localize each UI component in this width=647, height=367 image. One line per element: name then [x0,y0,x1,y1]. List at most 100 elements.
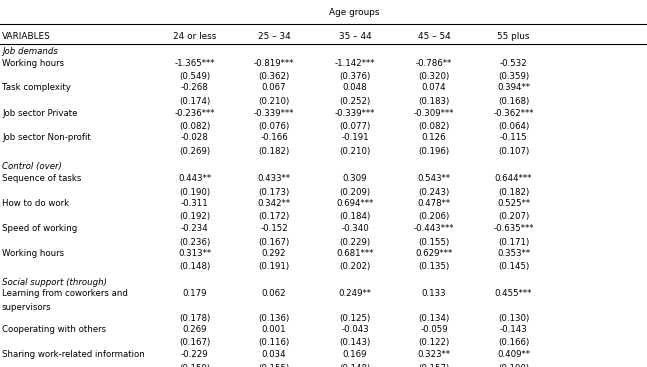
Text: 0.342**: 0.342** [258,199,291,208]
Text: (0.145): (0.145) [498,262,529,272]
Text: (0.168): (0.168) [498,97,529,106]
Text: 0.629***: 0.629*** [415,249,452,258]
Text: 0.694***: 0.694*** [336,199,373,208]
Text: -0.115: -0.115 [499,134,527,142]
Text: 0.062: 0.062 [262,290,287,298]
Text: -1.142***: -1.142*** [334,58,375,68]
Text: -0.635***: -0.635*** [493,224,534,233]
Text: 0.644***: 0.644*** [495,174,532,183]
Text: (0.136): (0.136) [258,313,290,323]
Text: (0.202): (0.202) [339,262,371,272]
Text: Working hours: Working hours [2,58,64,68]
Text: (0.269): (0.269) [179,147,210,156]
Text: (0.182): (0.182) [258,147,290,156]
Text: (0.173): (0.173) [258,188,290,196]
Text: 0.353**: 0.353** [497,249,530,258]
Text: -0.786**: -0.786** [416,58,452,68]
Text: 55 plus: 55 plus [498,32,530,41]
Text: 0.433**: 0.433** [258,174,291,183]
Text: Speed of working: Speed of working [2,224,77,233]
Text: (0.549): (0.549) [179,72,210,81]
Text: Sequence of tasks: Sequence of tasks [2,174,82,183]
Text: Job sector Private: Job sector Private [2,109,78,117]
Text: (0.143): (0.143) [339,338,371,348]
Text: 25 – 34: 25 – 34 [258,32,291,41]
Text: (0.148): (0.148) [179,262,210,272]
Text: Control (over): Control (over) [2,163,62,171]
Text: (0.159): (0.159) [179,363,210,367]
Text: 35 – 44: 35 – 44 [338,32,371,41]
Text: 0.169: 0.169 [343,350,367,359]
Text: (0.207): (0.207) [498,212,529,222]
Text: (0.182): (0.182) [498,188,529,196]
Text: 0.525**: 0.525** [497,199,530,208]
Text: 0.409**: 0.409** [497,350,530,359]
Text: (0.191): (0.191) [259,262,290,272]
Text: -0.339***: -0.339*** [254,109,294,117]
Text: 0.001: 0.001 [262,325,287,334]
Text: -0.311: -0.311 [181,199,208,208]
Text: VARIABLES: VARIABLES [2,32,50,41]
Text: (0.178): (0.178) [179,313,210,323]
Text: 45 – 54: 45 – 54 [417,32,450,41]
Text: Job demands: Job demands [2,47,58,56]
Text: -0.309***: -0.309*** [413,109,454,117]
Text: -0.339***: -0.339*** [334,109,375,117]
Text: 0.126: 0.126 [422,134,446,142]
Text: (0.174): (0.174) [179,97,210,106]
Text: 0.269: 0.269 [182,325,207,334]
Text: (0.183): (0.183) [418,97,450,106]
Text: -0.028: -0.028 [181,134,208,142]
Text: -0.043: -0.043 [341,325,369,334]
Text: (0.155): (0.155) [258,363,290,367]
Text: -0.443***: -0.443*** [413,224,454,233]
Text: (0.229): (0.229) [340,237,371,247]
Text: 0.455***: 0.455*** [495,290,532,298]
Text: (0.116): (0.116) [258,338,290,348]
Text: (0.125): (0.125) [339,313,371,323]
Text: 0.074: 0.074 [422,84,446,92]
Text: Job sector Non-profit: Job sector Non-profit [2,134,91,142]
Text: (0.082): (0.082) [179,122,210,131]
Text: 0.443**: 0.443** [178,174,211,183]
Text: (0.209): (0.209) [340,188,371,196]
Text: (0.157): (0.157) [418,363,450,367]
Text: 0.249**: 0.249** [338,290,371,298]
Text: -0.340: -0.340 [341,224,369,233]
Text: (0.107): (0.107) [498,147,529,156]
Text: Social support (through): Social support (through) [2,278,107,287]
Text: (0.210): (0.210) [258,97,290,106]
Text: -0.819***: -0.819*** [254,58,294,68]
Text: (0.359): (0.359) [498,72,529,81]
Text: 0.323**: 0.323** [417,350,450,359]
Text: (0.082): (0.082) [418,122,450,131]
Text: (0.184): (0.184) [339,212,371,222]
Text: (0.155): (0.155) [418,237,450,247]
Text: -0.191: -0.191 [341,134,369,142]
Text: -0.236***: -0.236*** [174,109,215,117]
Text: (0.148): (0.148) [339,363,371,367]
Text: 0.313**: 0.313** [178,249,211,258]
Text: (0.252): (0.252) [339,97,371,106]
Text: (0.064): (0.064) [498,122,529,131]
Text: -0.229: -0.229 [181,350,208,359]
Text: -0.143: -0.143 [499,325,527,334]
Text: (0.206): (0.206) [418,212,450,222]
Text: Cooperating with others: Cooperating with others [2,325,106,334]
Text: Learning from coworkers and: Learning from coworkers and [2,290,128,298]
Text: (0.320): (0.320) [418,72,450,81]
Text: (0.190): (0.190) [179,188,210,196]
Text: 0.292: 0.292 [262,249,287,258]
Text: (0.236): (0.236) [179,237,210,247]
Text: (0.362): (0.362) [258,72,290,81]
Text: -0.532: -0.532 [499,58,527,68]
Text: -0.166: -0.166 [260,134,288,142]
Text: (0.172): (0.172) [258,212,290,222]
Text: -0.152: -0.152 [260,224,288,233]
Text: Task complexity: Task complexity [2,84,71,92]
Text: 0.309: 0.309 [343,174,367,183]
Text: (0.192): (0.192) [179,212,210,222]
Text: 0.478**: 0.478** [417,199,450,208]
Text: -1.365***: -1.365*** [174,58,215,68]
Text: (0.122): (0.122) [418,338,450,348]
